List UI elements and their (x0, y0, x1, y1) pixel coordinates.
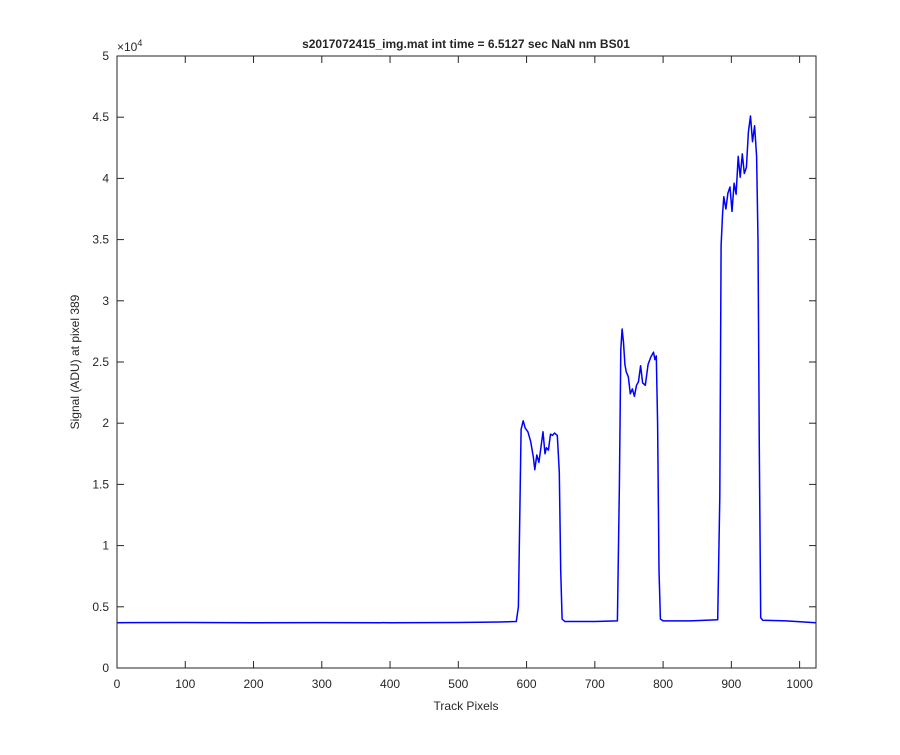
x-tick-label: 700 (585, 677, 605, 691)
y-exponent-power: 4 (137, 38, 142, 48)
axes-box (116, 55, 817, 669)
y-tick-label: 3 (102, 294, 109, 308)
y-exponent-base: ×10 (117, 40, 138, 54)
chart-title: s2017072415_img.mat int time = 6.5127 se… (302, 37, 630, 51)
x-tick-label: 1000 (786, 677, 813, 691)
y-tick-label: 3.5 (92, 233, 109, 247)
x-tick-label: 900 (721, 677, 741, 691)
x-tick-label: 200 (244, 677, 264, 691)
x-tick-label: 500 (448, 677, 468, 691)
x-tick-label: 400 (380, 677, 400, 691)
series-layer (116, 115, 817, 624)
y-tick-label: 2 (102, 416, 109, 430)
x-tick-label: 0 (114, 677, 121, 691)
tick-layer: 0 100 200 300 400 500 600 700 800 900 1000 0 0.5 1 1.5… (92, 49, 816, 691)
y-exponent-multiplier: ×104 (117, 38, 142, 54)
x-tick-label: 800 (653, 677, 673, 691)
x-axis-label: Track Pixels (434, 699, 499, 713)
series-line-0 (116, 115, 817, 624)
plot-area (117, 56, 816, 668)
y-tick-label: 1.5 (92, 477, 109, 491)
y-tick-label: 0 (102, 661, 109, 675)
y-tick-label: 0.5 (92, 600, 109, 614)
y-tick-label: 2.5 (92, 355, 109, 369)
x-tick-label: 600 (517, 677, 537, 691)
x-tick-label: 100 (175, 677, 195, 691)
y-tick-label: 5 (102, 49, 109, 63)
x-tick-label: 300 (312, 677, 332, 691)
y-tick-label: 4.5 (92, 110, 109, 124)
y-tick-label: 4 (102, 171, 109, 185)
y-axis-label: Signal (ADU) at pixel 389 (68, 294, 82, 429)
y-tick-label: 1 (102, 539, 109, 553)
